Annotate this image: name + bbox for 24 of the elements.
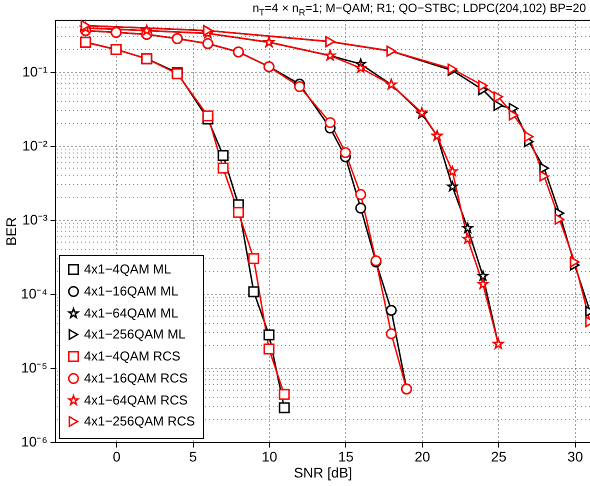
x-tick-label: 0 [112, 448, 121, 464]
y-tick-label: 10⁻² [22, 137, 48, 154]
x-tick-label: 30 [567, 448, 584, 464]
legend-label: 4x1−64QAM ML [84, 306, 178, 320]
x-tick-label: 25 [490, 448, 507, 464]
legend-label: 4x1−16QAM RCS [84, 370, 188, 386]
legend-label: 4x1−4QAM ML [84, 262, 172, 276]
y-tick-label: 10⁻¹ [22, 63, 48, 80]
legend-label: 4x1−4QAM RCS [84, 348, 181, 364]
legend-label: 4x1−256QAM ML [84, 326, 186, 342]
legend-label: 4x1−256QAM RCS [84, 414, 196, 428]
x-tick-label: 5 [189, 448, 198, 464]
x-tick-label: 20 [414, 448, 430, 464]
y-tick-label: 10⁻³ [22, 211, 48, 228]
legend-label: 4x1−64QAM RCS [84, 392, 188, 408]
y-axis-title: BER [2, 217, 19, 246]
chart-title: n$_{T}$=4 × n$_{R}$=1; M−QAM; R1; QO−STBC; LDPC(204,102) BP=20 [252, 0, 586, 20]
x-tick-label: 10 [262, 448, 278, 464]
legend-label: 4x1−16QAM ML [84, 284, 178, 298]
y-tick-label: 10⁻⁴ [20, 285, 48, 302]
y-tick-label: 10⁻⁶ [21, 434, 48, 450]
x-tick-label: 15 [338, 448, 354, 464]
y-tick-label: 10⁻⁵ [21, 359, 48, 376]
x-axis-title: SNR [dB] [294, 464, 352, 480]
